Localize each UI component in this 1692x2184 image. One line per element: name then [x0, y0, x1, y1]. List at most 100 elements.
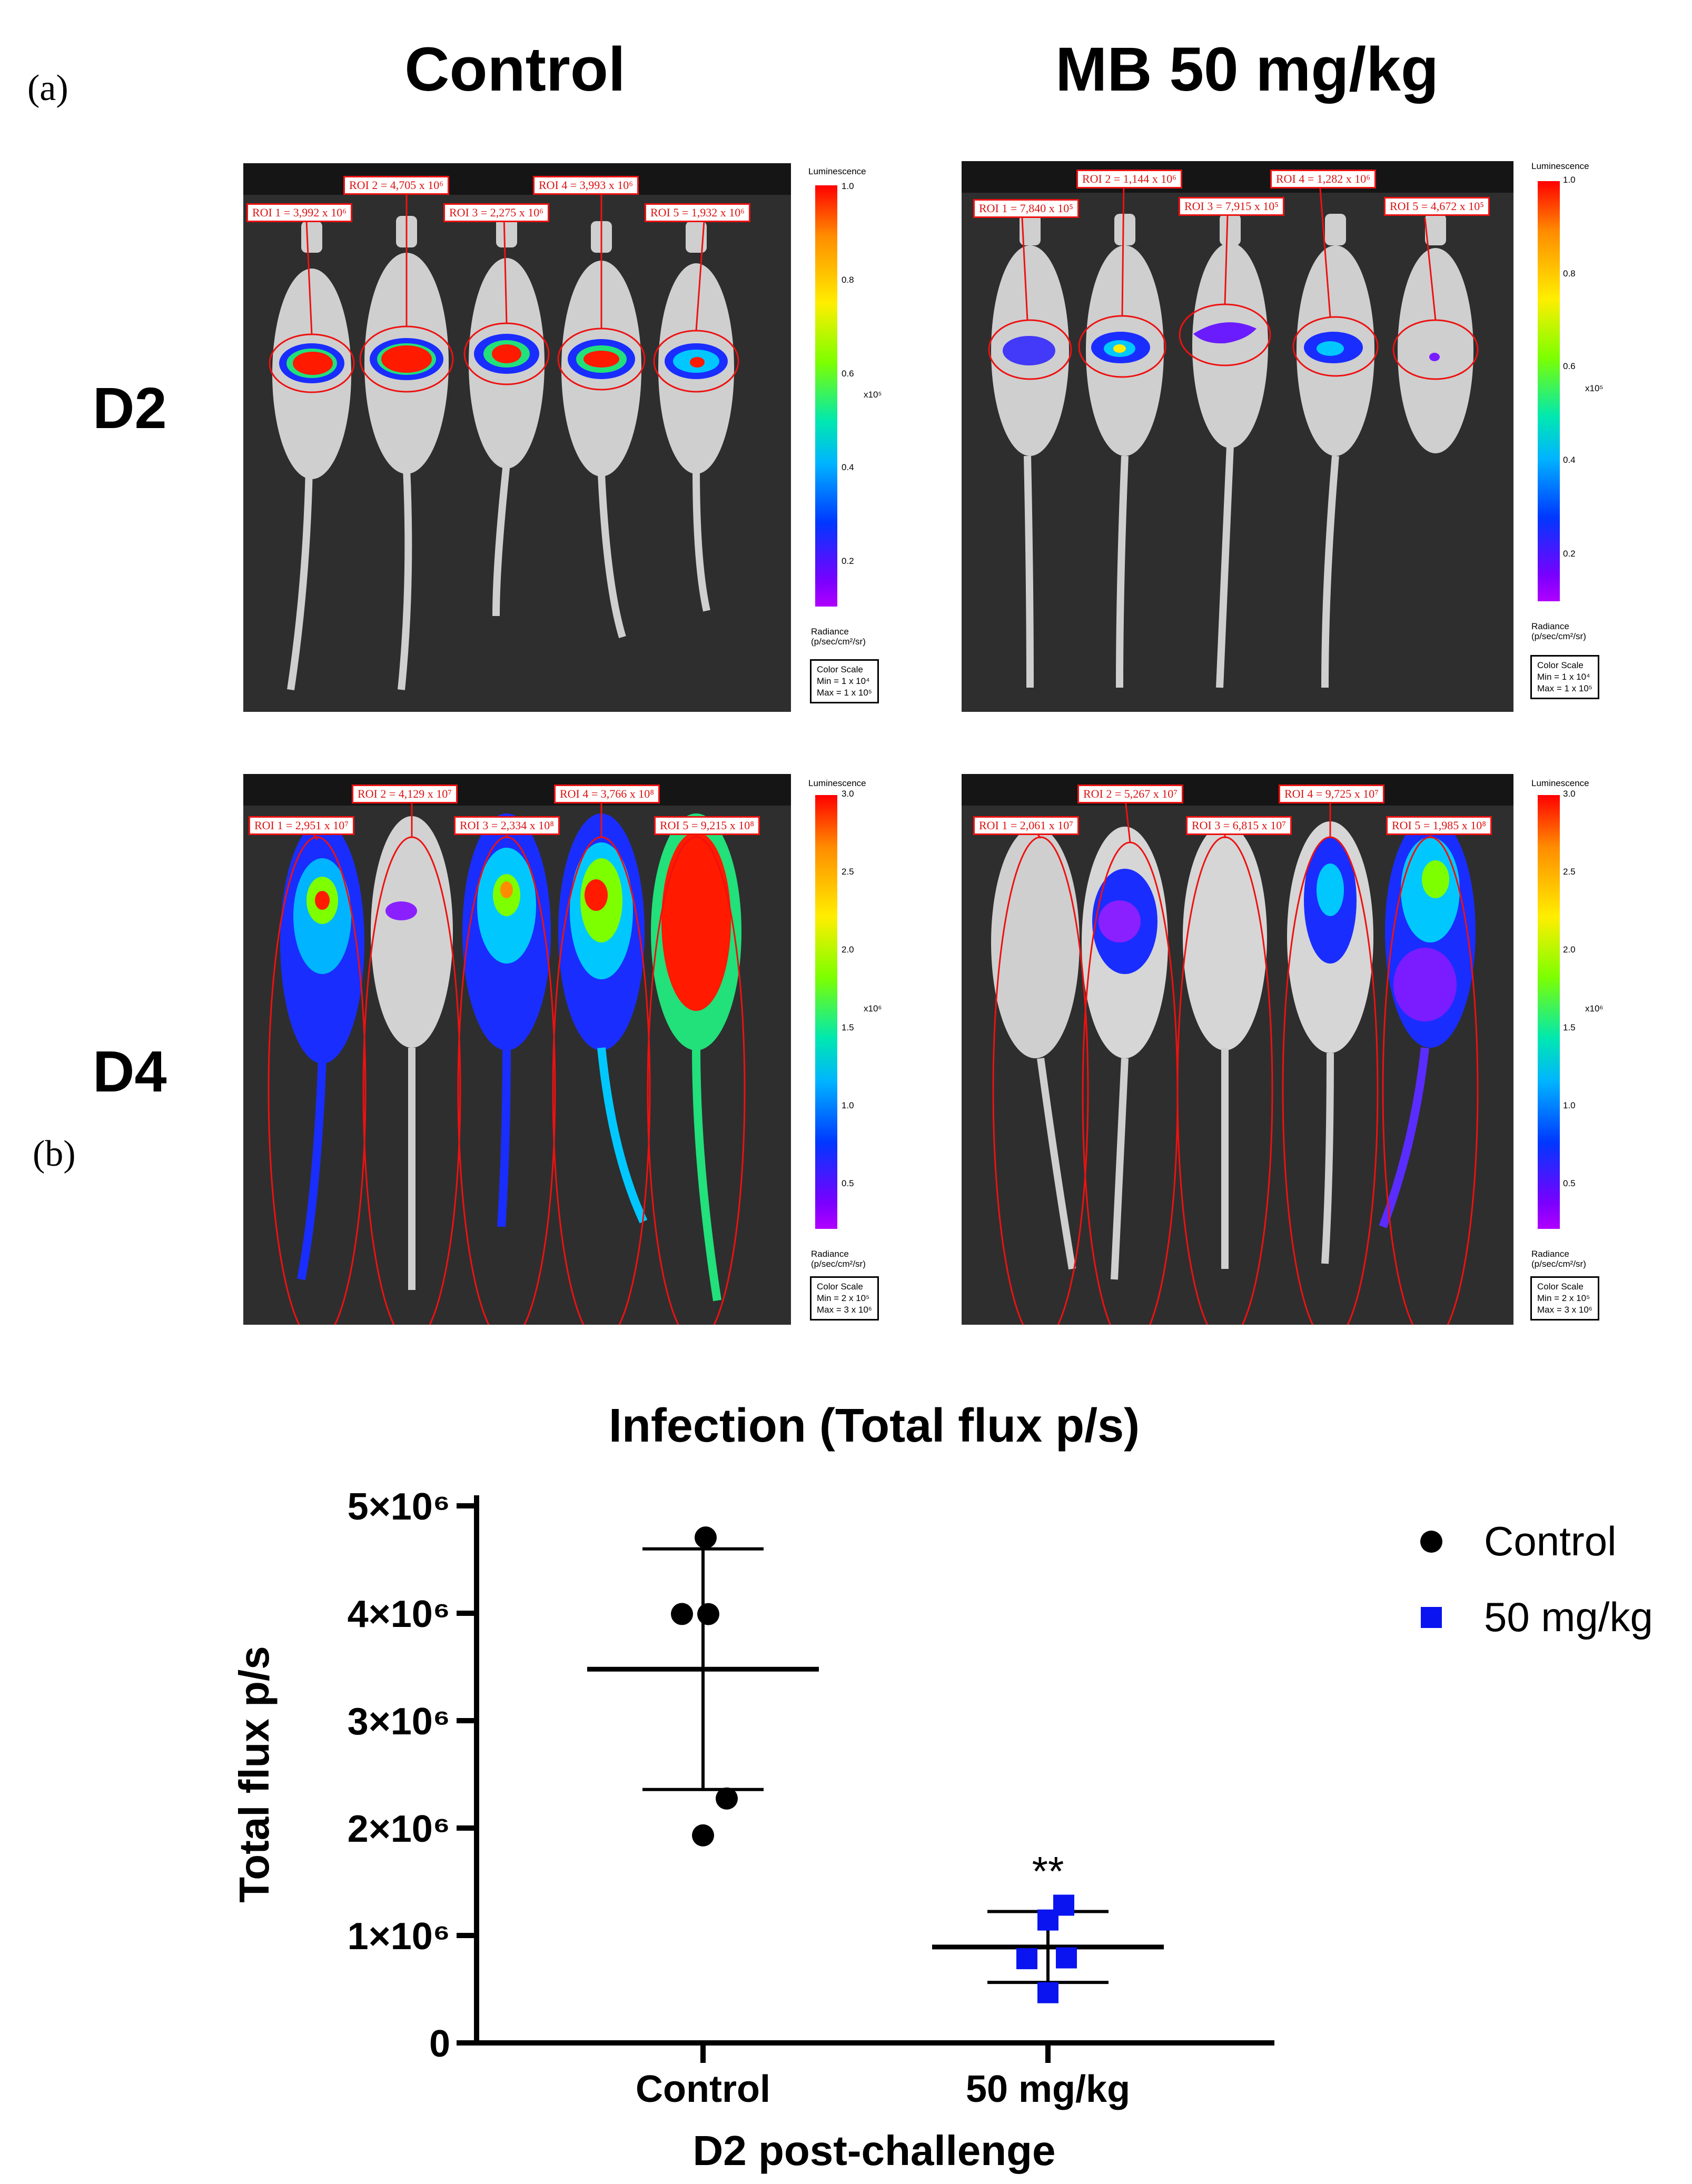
y-axis-label: Total flux p/s: [231, 1646, 278, 1902]
colorbar-tick: 2.0: [1563, 945, 1576, 955]
colorbar-unit: x10⁵: [864, 390, 882, 400]
radiance-label: Radiance (p/sec/cm²/sr): [1531, 1249, 1586, 1269]
data-point: [716, 1787, 738, 1810]
colorbar-tick: 0.4: [842, 462, 854, 472]
color-scale-box: Color Scale Min = 1 x 10⁴ Max = 1 x 10⁵: [1530, 655, 1599, 699]
roi-label-5: ROI 5 = 4,672 x 10⁵: [1384, 197, 1490, 216]
row-label-d2: D2: [93, 376, 167, 441]
colorbar-tick: 0.5: [1563, 1178, 1576, 1188]
colorbar-tick: 2.5: [842, 867, 854, 877]
colorbar: [1538, 181, 1560, 601]
roi-label-1: ROI 1 = 7,840 x 10⁵: [973, 199, 1079, 218]
luminescence-title: Luminescence: [1531, 778, 1589, 788]
data-point: [697, 1603, 719, 1625]
roi-label-5: ROI 5 = 1,985 x 10⁸: [1386, 816, 1492, 835]
data-point: [1053, 1894, 1074, 1916]
colorbar-tick: 3.0: [1563, 789, 1576, 799]
roi-label-2: ROI 2 = 4,705 x 10⁶: [343, 176, 449, 195]
radiance-label: Radiance (p/sec/cm²/sr): [811, 1249, 866, 1269]
data-point: [1016, 1948, 1037, 1970]
colorbar-tick: 0.2: [842, 556, 854, 566]
roi-label-4: ROI 4 = 3,993 x 10⁶: [533, 176, 639, 195]
colorbar-tick: 0.4: [1563, 455, 1576, 465]
row-label-d4: D4: [93, 1039, 167, 1104]
image-d4-mb: ROI 1 = 2,061 x 10⁷ ROI 2 = 5,267 x 10⁷ …: [962, 774, 1513, 1325]
legend-label-50mgkg: 50 mg/kg: [1484, 1594, 1653, 1640]
roi-label-5: ROI 5 = 1,932 x 10⁶: [645, 203, 750, 222]
colorbar: [815, 795, 837, 1229]
colorbar-tick: 0.8: [842, 275, 854, 285]
color-scale-box: Color Scale Min = 2 x 10⁵ Max = 3 x 10⁶: [1530, 1276, 1599, 1321]
roi-label-2: ROI 2 = 4,129 x 10⁷: [352, 785, 458, 803]
y-tick-label: 1×10⁶: [348, 1915, 450, 1958]
chart-title: Infection (Total flux p/s): [609, 1399, 1140, 1452]
x-tick-label: Control: [636, 2068, 770, 2110]
data-point: [1037, 1982, 1058, 2003]
roi-label-1: ROI 1 = 3,992 x 10⁶: [246, 203, 352, 222]
colorbar-tick: 1.0: [842, 1100, 854, 1110]
panel-label-b: (b): [33, 1134, 76, 1174]
colorbar-tick: 2.0: [842, 945, 854, 955]
colorbar-tick: 3.0: [842, 789, 854, 799]
roi-label-3: ROI 3 = 6,815 x 10⁷: [1186, 816, 1292, 835]
x-tick-label: 50 mg/kg: [966, 2068, 1130, 2110]
luminescence-title: Luminescence: [1531, 161, 1589, 171]
roi-label-4: ROI 4 = 1,282 x 10⁶: [1270, 170, 1376, 188]
legend-label-control: Control: [1484, 1518, 1616, 1564]
colorbar-tick: 0.2: [1563, 549, 1576, 559]
legend-marker-50mgkg: [1421, 1607, 1442, 1628]
roi-label-5: ROI 5 = 9,215 x 10⁸: [654, 816, 760, 835]
colorbar-tick: 1.0: [1563, 175, 1576, 185]
color-scale-box: Color Scale Min = 2 x 10⁵ Max = 3 x 10⁶: [810, 1276, 879, 1321]
y-tick-label: 4×10⁶: [348, 1593, 450, 1635]
mice-d2-control: [243, 163, 791, 691]
data-point: [671, 1603, 693, 1625]
colorbar-tick: 0.6: [1563, 361, 1576, 371]
luminescence-title: Luminescence: [808, 166, 866, 176]
y-tick-label: 3×10⁶: [348, 1701, 450, 1743]
roi-label-2: ROI 2 = 1,144 x 10⁶: [1076, 170, 1182, 188]
panel-label-a: (a): [27, 68, 68, 108]
mice-d2-mb: [962, 161, 1513, 688]
x-axis-label: D2 post-challenge: [692, 2127, 1055, 2174]
data-point: [695, 1526, 717, 1549]
y-tick-label: 2×10⁶: [348, 1808, 450, 1850]
roi-label-2: ROI 2 = 5,267 x 10⁷: [1077, 785, 1183, 803]
roi-label-3: ROI 3 = 7,915 x 10⁵: [1179, 197, 1284, 216]
column-title-control: Control: [404, 35, 626, 104]
data-point: [1056, 1947, 1077, 1969]
luminescence-title: Luminescence: [808, 778, 866, 788]
roi-label-4: ROI 4 = 9,725 x 10⁷: [1279, 785, 1384, 803]
colorbar-tick: 1.5: [1563, 1022, 1576, 1033]
radiance-label: Radiance (p/sec/cm²/sr): [811, 627, 866, 647]
colorbar-unit: x10⁵: [1585, 383, 1604, 393]
colorbar-tick: 0.5: [842, 1178, 854, 1188]
roi-label-3: ROI 3 = 2,275 x 10⁶: [443, 203, 549, 222]
column-title-mb: MB 50 mg/kg: [1055, 35, 1439, 104]
colorbar-unit: x10⁶: [1585, 1004, 1604, 1014]
mice-d4-mb: [962, 774, 1513, 1325]
colorbar: [815, 185, 837, 607]
roi-label-4: ROI 4 = 3,766 x 10⁸: [554, 785, 660, 803]
image-d4-control: ROI 1 = 2,951 x 10⁷ ROI 2 = 4,129 x 10⁷ …: [243, 774, 791, 1325]
roi-label-1: ROI 1 = 2,061 x 10⁷: [973, 816, 1079, 835]
color-scale-box: Color Scale Min = 1 x 10⁴ Max = 1 x 10⁵: [810, 659, 879, 703]
y-tick-label: 0: [429, 2023, 450, 2065]
colorbar-tick: 1.0: [1563, 1100, 1576, 1110]
roi-label-3: ROI 3 = 2,334 x 10⁸: [454, 816, 560, 835]
colorbar-unit: x10⁶: [864, 1004, 882, 1014]
data-point: [692, 1824, 714, 1847]
radiance-label: Radiance (p/sec/cm²/sr): [1531, 621, 1586, 641]
roi-label-1: ROI 1 = 2,951 x 10⁷: [249, 816, 354, 835]
colorbar: [1538, 795, 1560, 1229]
y-tick-label: 5×10⁶: [348, 1486, 450, 1528]
colorbar-tick: 1.5: [842, 1022, 854, 1033]
colorbar-tick: 1.0: [842, 181, 854, 191]
colorbar-tick: 0.8: [1563, 269, 1576, 279]
mice-d4-control: [243, 774, 791, 1325]
image-d2-control: ROI 1 = 3,992 x 10⁶ ROI 2 = 4,705 x 10⁶ …: [243, 163, 791, 712]
significance-annotation: **: [1032, 1848, 1064, 1894]
colorbar-tick: 2.5: [1563, 867, 1576, 877]
legend-marker-control: [1420, 1531, 1442, 1553]
